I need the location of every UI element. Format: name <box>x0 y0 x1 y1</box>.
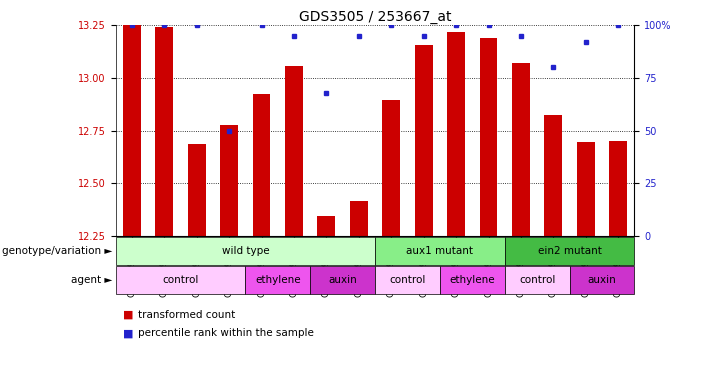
Bar <box>512 63 530 236</box>
Bar <box>220 125 238 236</box>
Bar <box>252 94 271 236</box>
Text: ethylene: ethylene <box>255 275 301 285</box>
Bar <box>116 266 245 294</box>
Text: percentile rank within the sample: percentile rank within the sample <box>138 328 314 338</box>
Text: transformed count: transformed count <box>138 310 236 320</box>
Text: auxin: auxin <box>587 275 616 285</box>
Text: aux1 mutant: aux1 mutant <box>407 246 473 256</box>
Text: ein2 mutant: ein2 mutant <box>538 246 601 256</box>
Bar <box>188 144 205 236</box>
Bar <box>447 32 465 236</box>
Text: ■: ■ <box>123 310 133 320</box>
Bar <box>285 66 303 236</box>
Text: wild type: wild type <box>222 246 269 256</box>
Bar <box>123 25 141 236</box>
Bar <box>505 266 569 294</box>
Bar <box>310 266 375 294</box>
Bar <box>375 237 505 265</box>
Text: ethylene: ethylene <box>449 275 495 285</box>
Text: genotype/variation ►: genotype/variation ► <box>2 246 112 256</box>
Bar <box>479 38 498 236</box>
Bar <box>116 237 375 265</box>
Bar <box>318 216 335 236</box>
Bar <box>375 266 440 294</box>
Text: ■: ■ <box>123 328 133 338</box>
Title: GDS3505 / 253667_at: GDS3505 / 253667_at <box>299 10 451 24</box>
Bar <box>609 141 627 236</box>
Bar <box>350 201 368 236</box>
Bar <box>577 142 594 236</box>
Text: control: control <box>389 275 426 285</box>
Bar <box>415 45 433 236</box>
Bar <box>569 266 634 294</box>
Text: auxin: auxin <box>328 275 357 285</box>
Text: control: control <box>519 275 555 285</box>
Bar <box>505 237 634 265</box>
Bar <box>440 266 505 294</box>
Bar <box>382 100 400 236</box>
Text: agent ►: agent ► <box>71 275 112 285</box>
Bar <box>156 27 173 236</box>
Bar <box>545 115 562 236</box>
Bar <box>245 266 310 294</box>
Text: control: control <box>163 275 198 285</box>
